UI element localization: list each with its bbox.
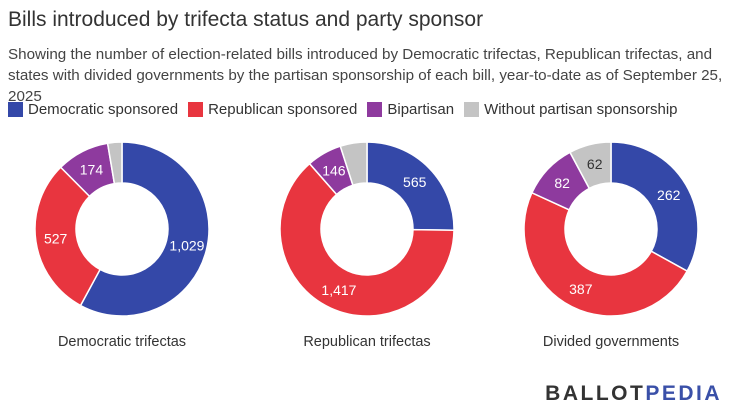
legend-label-bipartisan: Bipartisan bbox=[387, 101, 455, 118]
legend-label-republican: Republican sponsored bbox=[208, 101, 358, 118]
data-label-bipartisan-3: 82 bbox=[554, 175, 570, 191]
logo-text-pedia: PEDIA bbox=[645, 382, 722, 405]
legend-swatch-bipartisan bbox=[367, 102, 383, 117]
slice-democratic-2[interactable] bbox=[366, 141, 455, 232]
chart-subtitle: Showing the number of election-related b… bbox=[8, 46, 723, 105]
donut-chart-2: 565 1,417 146 Republican trifectas bbox=[279, 141, 455, 350]
donut-title-3: Divided governments bbox=[543, 334, 679, 350]
logo-text-ballot: BALLOT bbox=[545, 382, 646, 405]
slice-democratic-1[interactable] bbox=[79, 141, 210, 317]
data-label-bipartisan-1: 174 bbox=[80, 161, 104, 177]
legend: Democratic sponsored Republican sponsore… bbox=[8, 101, 688, 118]
legend-swatch-nonpartisan bbox=[464, 102, 480, 117]
donut-title-2: Republican trifectas bbox=[303, 334, 430, 350]
data-label-nonpartisan-3: 62 bbox=[587, 156, 603, 172]
slice-nonpartisan-1[interactable] bbox=[106, 141, 123, 185]
ballotpedia-logo: BALLOTPEDIA bbox=[545, 382, 722, 406]
legend-item-democratic[interactable]: Democratic sponsored bbox=[8, 101, 178, 118]
data-label-democratic-3: 262 bbox=[657, 187, 681, 203]
data-label-republican-3: 387 bbox=[569, 281, 593, 297]
legend-item-nonpartisan[interactable]: Without partisan sponsorship bbox=[464, 101, 678, 118]
legend-swatch-republican bbox=[188, 102, 204, 117]
donut-chart-1: 1,029 527 174 Democratic trifectas bbox=[34, 141, 210, 350]
slice-republican-1[interactable] bbox=[34, 166, 102, 307]
legend-item-bipartisan[interactable]: Bipartisan bbox=[367, 101, 454, 118]
data-label-bipartisan-2: 146 bbox=[322, 163, 346, 179]
data-label-republican-1: 527 bbox=[44, 231, 68, 247]
slice-republican-2[interactable] bbox=[279, 162, 455, 317]
data-label-republican-2: 1,417 bbox=[321, 282, 356, 298]
chart-title: Bills introduced by trifecta status and … bbox=[8, 8, 484, 31]
data-label-democratic-2: 565 bbox=[403, 174, 427, 190]
legend-item-republican[interactable]: Republican sponsored bbox=[188, 101, 357, 118]
slice-democratic-3[interactable] bbox=[610, 141, 699, 273]
data-label-democratic-1: 1,029 bbox=[169, 237, 204, 253]
slice-nonpartisan-2[interactable] bbox=[339, 141, 368, 187]
donut-title-1: Democratic trifectas bbox=[58, 334, 186, 350]
legend-swatch-democratic bbox=[8, 102, 23, 117]
legend-label-democratic: Democratic sponsored bbox=[28, 101, 179, 118]
slice-republican-3[interactable] bbox=[523, 191, 689, 317]
slice-nonpartisan-3[interactable] bbox=[568, 141, 612, 190]
legend-label-nonpartisan: Without partisan sponsorship bbox=[484, 101, 678, 118]
donut-chart-3: 262 387 82 62 Divided governments bbox=[523, 141, 699, 350]
